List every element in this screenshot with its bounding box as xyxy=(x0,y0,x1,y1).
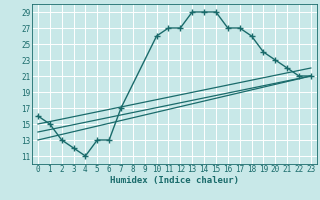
X-axis label: Humidex (Indice chaleur): Humidex (Indice chaleur) xyxy=(110,176,239,185)
